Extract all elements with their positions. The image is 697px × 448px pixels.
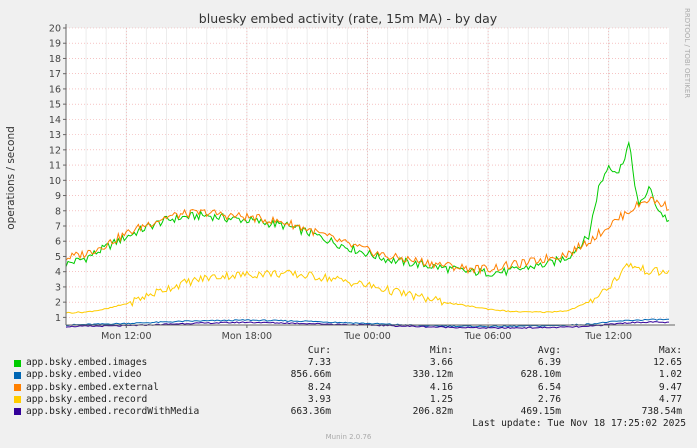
chart-title: bluesky embed activity (rate, 15m MA) - … [199,11,498,26]
legend-cur: 8.24 [307,381,331,393]
legend-series-name: app.bsky.embed.external [26,381,159,393]
series-line [65,321,669,330]
y-tick-label: 13 [49,130,61,141]
legend-cur: 7.33 [307,357,331,369]
y-tick-label: 18 [49,54,61,65]
y-tick-label: 8 [55,206,61,217]
last-update: Last update: Tue Nov 18 17:25:02 2025 [472,418,686,429]
y-tick-label: 16 [49,84,61,95]
legend-series-name: app.bsky.embed.video [26,369,142,381]
y-tick-label: 2 [55,298,61,309]
legend-max: 4.77 [658,393,682,405]
footer: Munin 2.0.76 [325,433,372,441]
legend-max: 738.54m [641,405,682,417]
legend-col-max: Max: [658,345,682,356]
legend-col-min: Min: [429,345,453,356]
legend-col-avg: Avg: [537,345,561,356]
legend-avg: 469.15m [520,405,561,417]
legend-min: 1.25 [429,393,453,405]
legend-row: app.bsky.embed.record 3.93 1.25 2.76 4.77 [12,394,684,406]
x-tick-label: Mon 12:00 [101,331,151,342]
y-axis-label: operations / second [5,126,17,230]
legend-cur: 663.36m [290,405,331,417]
y-tick-label: 3 [55,282,61,293]
y-tick-label: 19 [49,39,61,50]
y-tick-label: 6 [55,237,61,248]
legend: Cur: Min: Avg: Max: app.bsky.embed.image… [12,345,684,418]
legend-swatch [14,384,21,392]
x-tick-label: Tue 12:00 [584,331,632,342]
series-line [65,140,670,277]
legend-min: 206.82m [412,405,453,417]
x-tick-label: Tue 06:00 [464,331,512,342]
legend-series-name: app.bsky.embed.images [26,357,148,369]
legend-min: 330.12m [412,369,453,381]
y-tick-label: 7 [55,222,61,233]
legend-swatch [14,359,21,367]
legend-row: app.bsky.embed.video 856.66m 330.12m 628.10… [12,369,684,381]
legend-col-cur: Cur: [307,345,331,356]
legend-swatch [14,396,21,404]
legend-swatch [14,408,21,416]
legend-row: app.bsky.embed.images 7.33 3.66 6.39 12.65 [12,357,684,369]
y-tick-label: 12 [49,145,61,156]
y-tick-label: 14 [49,115,61,126]
y-tick-label: 17 [49,69,61,80]
legend-min: 3.66 [429,357,453,369]
y-tick-label: 11 [49,161,61,172]
y-tick-label: 9 [55,191,61,202]
y-tick-label: 4 [55,267,61,278]
legend-avg: 2.76 [537,393,561,405]
y-tick-label: 5 [55,252,61,263]
legend-header: Cur: Min: Avg: Max: [12,345,684,357]
x-tick-label: Tue 00:00 [343,331,391,342]
y-tick-label: 15 [49,100,61,111]
legend-swatch [14,371,21,379]
watermark: RRDTOOL / TOBI OETIKER [683,8,691,98]
legend-avg: 6.54 [537,381,561,393]
legend-cur: 856.66m [290,369,331,381]
legend-row: app.bsky.embed.recordWithMedia 663.36m 206… [12,406,684,418]
legend-min: 4.16 [429,381,453,393]
y-tick-label: 10 [49,176,61,187]
series-line [65,196,670,275]
x-tick-label: Mon 18:00 [222,331,272,342]
legend-avg: 6.39 [537,357,561,369]
legend-row: app.bsky.embed.external 8.24 4.16 6.54 9.47 [12,382,684,394]
y-tick-label: 1 [55,313,61,324]
legend-series-name: app.bsky.embed.recordWithMedia [26,405,200,417]
y-tick-label: 20 [49,24,61,35]
legend-avg: 628.10m [520,369,561,381]
legend-max: 9.47 [658,381,682,393]
legend-cur: 3.93 [307,393,331,405]
series-line [65,262,670,314]
legend-max: 1.02 [658,369,682,381]
legend-series-name: app.bsky.embed.record [26,393,148,405]
legend-max: 12.65 [653,357,682,369]
